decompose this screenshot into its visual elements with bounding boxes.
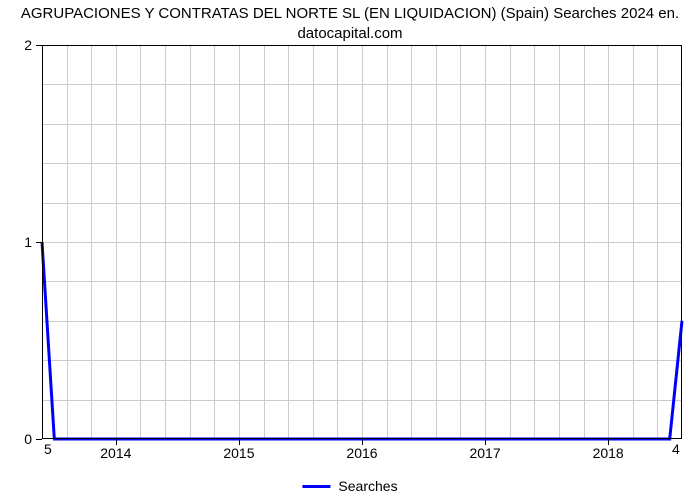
x-tick-label: 2015: [223, 445, 254, 461]
line-series: [42, 45, 682, 439]
y-tick-mark: [36, 439, 42, 440]
chart-title: AGRUPACIONES Y CONTRATAS DEL NORTE SL (E…: [0, 4, 700, 43]
y-tick-label: 2: [24, 37, 32, 53]
legend-swatch: [302, 485, 330, 488]
y-tick-mark: [36, 45, 42, 46]
chart-container: AGRUPACIONES Y CONTRATAS DEL NORTE SL (E…: [0, 0, 700, 500]
x-tick-mark: [485, 439, 486, 445]
plot-area: 5 4 01220142015201620172018: [42, 45, 682, 439]
y-tick-mark: [36, 242, 42, 243]
y2-top-label: 5: [44, 441, 52, 457]
x-tick-mark: [362, 439, 363, 445]
y-tick-label: 0: [24, 431, 32, 447]
x-tick-label: 2017: [469, 445, 500, 461]
x-tick-label: 2018: [593, 445, 624, 461]
series-line: [42, 242, 682, 439]
y-tick-label: 1: [24, 234, 32, 250]
x-tick-label: 2014: [100, 445, 131, 461]
x-tick-label: 2016: [346, 445, 377, 461]
x-tick-mark: [608, 439, 609, 445]
legend: Searches: [302, 478, 397, 494]
x-tick-mark: [116, 439, 117, 445]
legend-label: Searches: [338, 478, 397, 494]
x-tick-mark: [239, 439, 240, 445]
y2-bottom-label: 4: [672, 441, 680, 457]
